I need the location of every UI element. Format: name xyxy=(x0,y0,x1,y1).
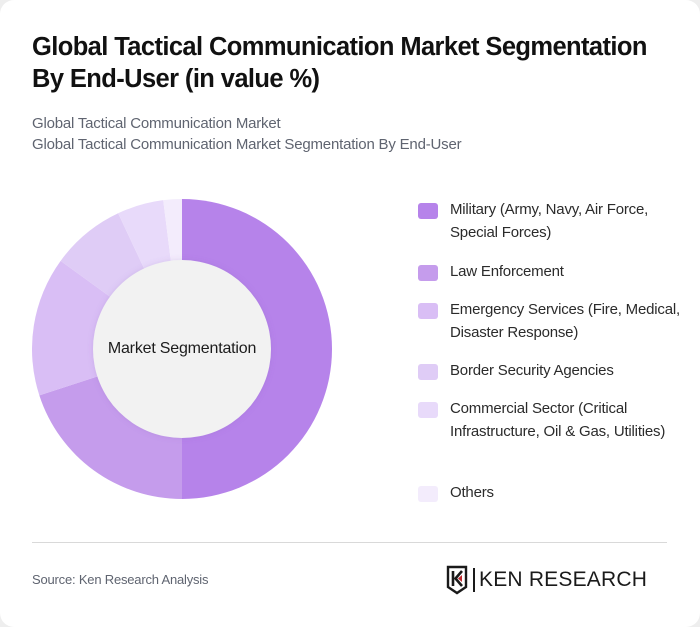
footer-divider xyxy=(32,542,667,543)
chart-title: Global Tactical Communication Market Seg… xyxy=(32,31,682,95)
logo-separator xyxy=(473,568,475,592)
subtitle-line-2: Global Tactical Communication Market Seg… xyxy=(32,136,462,153)
legend-swatch-icon xyxy=(418,364,438,380)
legend-label: Commercial Sector (Critical Infrastructu… xyxy=(450,400,666,440)
legend-label: Others xyxy=(450,484,494,501)
legend-label: Law Enforcement xyxy=(450,263,564,280)
donut-chart xyxy=(32,199,332,499)
ken-research-shield-icon xyxy=(446,565,468,595)
source-note: Source: Ken Research Analysis xyxy=(32,572,209,587)
legend-swatch-icon xyxy=(418,265,438,281)
legend-swatch-icon xyxy=(418,303,438,319)
legend-label: Emergency Services (Fire, Medical, Disas… xyxy=(450,301,680,341)
donut-center xyxy=(93,260,271,438)
legend-swatch-icon xyxy=(418,203,438,219)
donut-center-label: Market Segmentation xyxy=(107,340,257,357)
legend-label: Border Security Agencies xyxy=(450,362,614,379)
title-line-1: Global Tactical Communication Market Seg… xyxy=(32,33,647,61)
chart-subtitle: Global Tactical Communication Market Glo… xyxy=(32,113,672,155)
subtitle-line-1: Global Tactical Communication Market xyxy=(32,115,281,132)
logo-text: KEN RESEARCH xyxy=(479,568,648,591)
title-line-2: By End-User (in value %) xyxy=(32,65,320,93)
legend-label: Military (Army, Navy, Air Force, Special… xyxy=(450,201,649,241)
legend-swatch-icon xyxy=(418,486,438,502)
legend-swatch-icon xyxy=(418,402,438,418)
ken-research-logo: KEN RESEARCH xyxy=(446,565,670,595)
